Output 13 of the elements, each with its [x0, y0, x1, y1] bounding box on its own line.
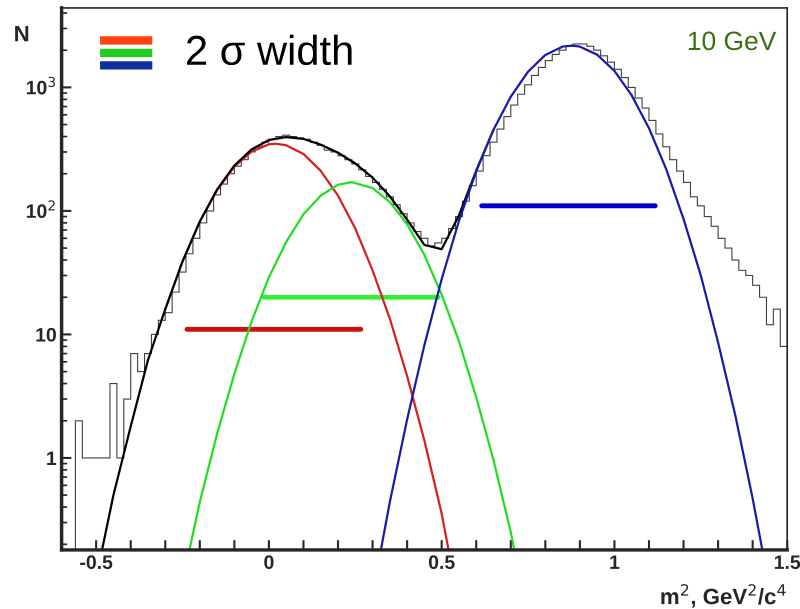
y-tick-label: 1	[47, 452, 56, 465]
x-tick-label: 1.5	[774, 556, 800, 570]
y-tick-label: 10$^{3}$	[26, 76, 56, 94]
x-tick-label: 1	[610, 556, 620, 569]
annotation: 10 GeV	[688, 32, 776, 50]
annotation: 2 σ width	[187, 34, 352, 66]
x-axis-title: m$^{2}$, GeV$^{2}$/c$^{4}$	[661, 584, 786, 608]
x-tick-label: -0.5	[80, 555, 112, 570]
y-tick-label: 10$^{2}$	[26, 200, 55, 218]
x-tick-label: 0	[264, 555, 274, 570]
x-tick-label: 0.5	[428, 555, 455, 570]
y-tick-label: 10	[36, 328, 56, 342]
y-axis-title: N	[15, 26, 28, 42]
